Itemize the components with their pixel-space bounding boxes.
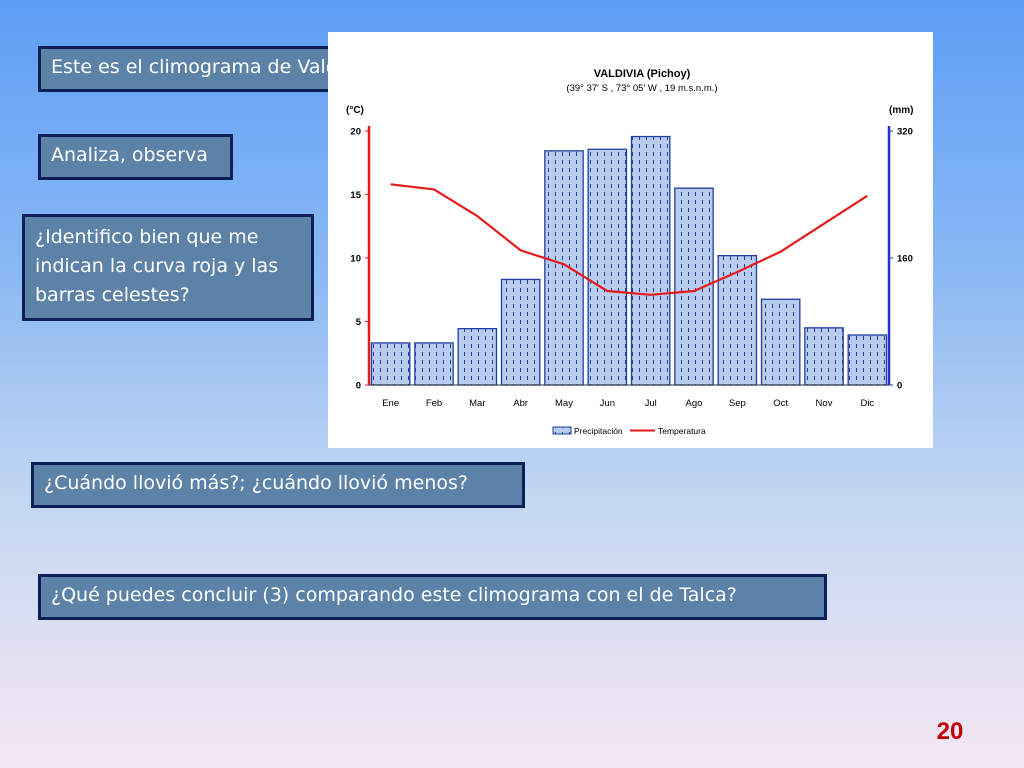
box-analyze-text: Analiza, observa [51, 144, 208, 166]
box-conclusion-question: ¿Qué puedes concluir (3) comparando este… [38, 574, 827, 620]
x-tick-label: Oct [773, 398, 788, 409]
bar-feb [414, 342, 454, 386]
box-rain-question: ¿Cuándo llovió más?; ¿cuándo llovió meno… [31, 462, 525, 508]
climograph-chart: VALDIVIA (Pichoy) (39° 37' S , 73° 05' W… [346, 68, 913, 436]
right-tick-label: 320 [897, 127, 913, 138]
x-tick-label: Jul [645, 398, 657, 409]
left-tick-label: 0 [356, 381, 361, 392]
climograph-panel: VALDIVIA (Pichoy) (39° 37' S , 73° 05' W… [328, 32, 933, 448]
bar-jul [630, 135, 671, 386]
right-tick-label: 160 [897, 254, 913, 265]
x-tick-label: Ene [382, 398, 399, 409]
x-tick-label: Sep [729, 398, 746, 409]
left-tick-label: 10 [350, 254, 361, 265]
page-number: 20 [936, 718, 964, 745]
chart-title: VALDIVIA (Pichoy) [594, 68, 691, 80]
bar-nov [804, 327, 844, 386]
left-tick-label: 5 [356, 317, 362, 328]
bar-ago [674, 187, 714, 386]
right-axis-unit: (mm) [889, 105, 913, 116]
temperature-line [390, 183, 868, 296]
bar-ene [370, 342, 411, 386]
x-tick-label: Abr [513, 398, 528, 409]
box-analyze: Analiza, observa [38, 134, 233, 180]
bar-mar [457, 327, 498, 386]
bar-sep [717, 254, 758, 386]
box-conclusion-question-text: ¿Qué puedes concluir (3) comparando este… [51, 584, 737, 606]
bar-oct [760, 298, 801, 386]
x-tick-label: Jun [600, 398, 615, 409]
x-tick-label: May [555, 398, 573, 409]
box-rain-question-text: ¿Cuándo llovió más?; ¿cuándo llovió meno… [44, 472, 468, 494]
left-axis-unit: (°C) [346, 105, 364, 116]
right-tick-label: 0 [897, 381, 902, 392]
x-tick-label: Ago [686, 398, 703, 409]
box-valdivia-intro-text: Este es el climograma de Valdivia [51, 56, 372, 78]
legend-precipitation-swatch [552, 426, 572, 435]
legend-temperature-label: Temperatura [658, 426, 706, 436]
left-tick-label: 20 [350, 127, 361, 138]
bar-may [544, 150, 584, 386]
x-tick-label: Feb [426, 398, 442, 409]
box-identify-question-text: ¿Identifico bien que me indican la curva… [35, 226, 279, 306]
bar-jun [587, 148, 628, 386]
legend-precipitation-label: Precipitación [574, 426, 623, 436]
x-tick-label: Nov [816, 398, 833, 409]
x-tick-label: Mar [469, 398, 485, 409]
bar-dic [847, 334, 888, 386]
left-tick-label: 15 [350, 190, 361, 201]
bar-abr [500, 278, 541, 386]
box-identify-question: ¿Identifico bien que me indican la curva… [22, 214, 314, 321]
chart-subtitle: (39° 37' S , 73° 05' W , 19 m.s.n.m.) [566, 83, 717, 94]
x-tick-label: Dic [860, 398, 874, 409]
